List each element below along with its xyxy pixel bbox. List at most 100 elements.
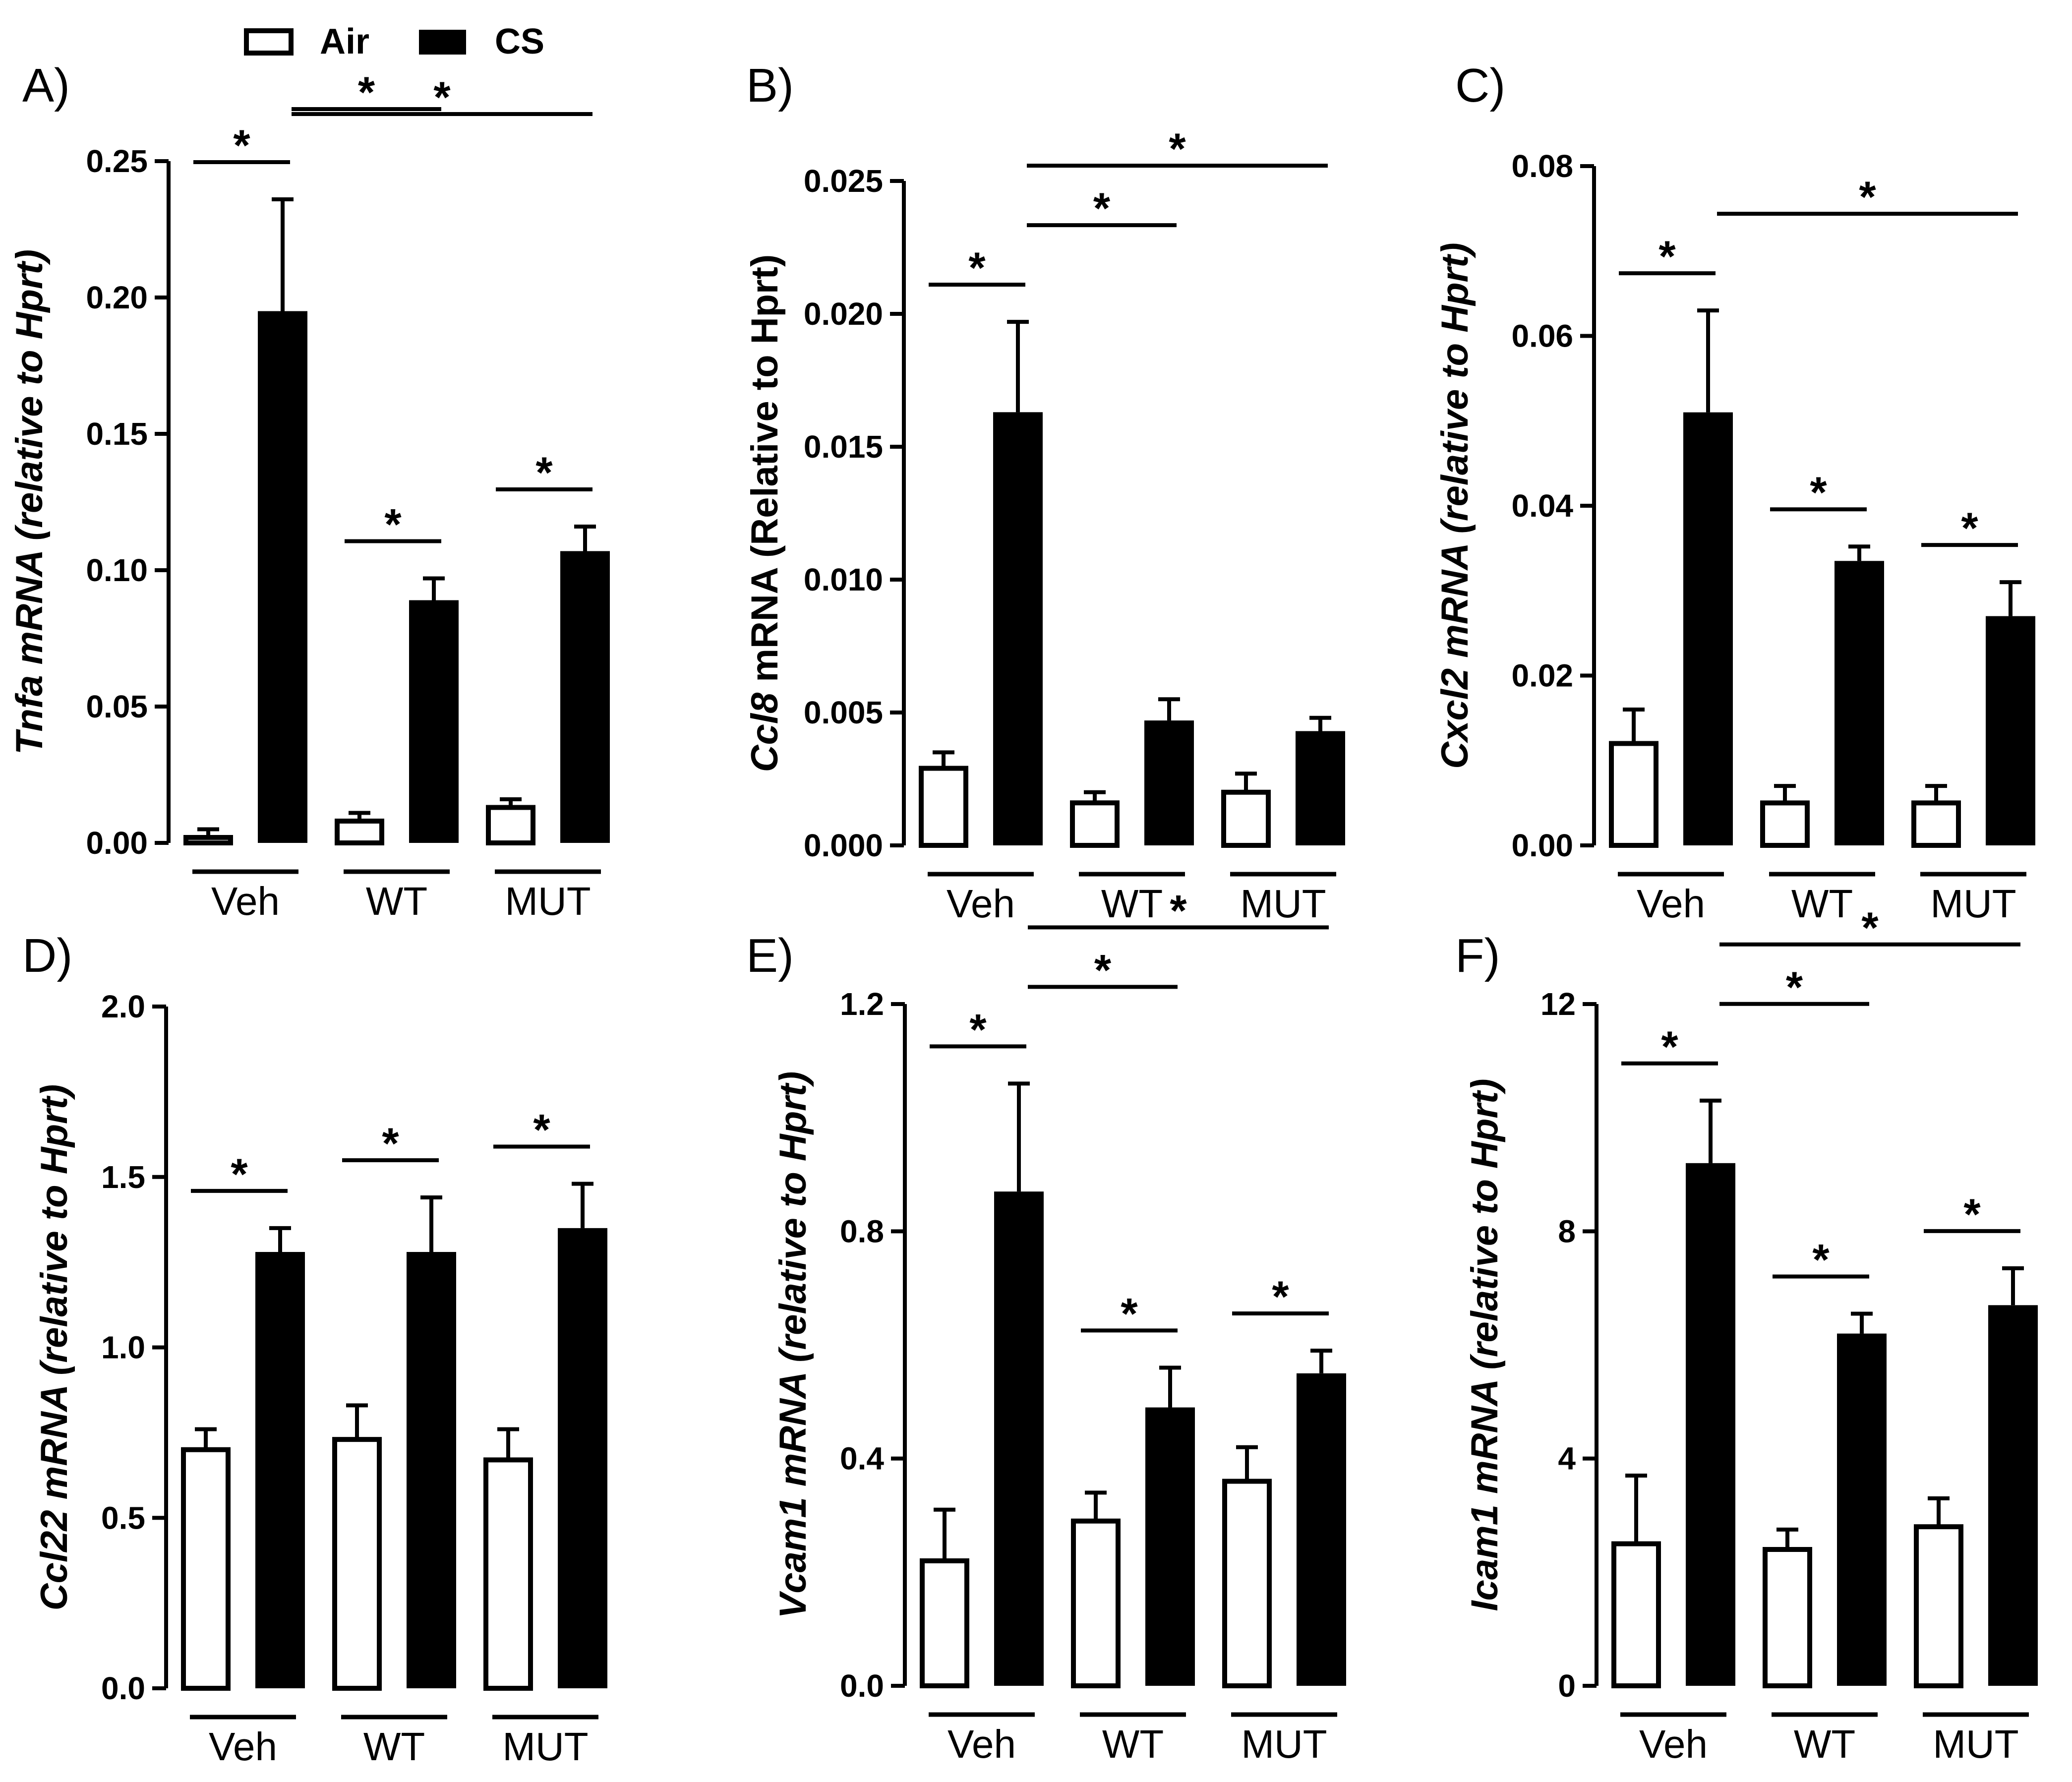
group-label-veh: Veh xyxy=(211,879,280,923)
y-tick-label: 0.025 xyxy=(804,163,883,199)
y-tick-label: 0.000 xyxy=(804,828,883,863)
bar-cs xyxy=(1296,731,1345,845)
y-tick-label: 8 xyxy=(1558,1213,1576,1249)
group-label-wt: WT xyxy=(1101,882,1163,926)
chart-panel-3: C) 0.00 0.02 0.04 0.06 0.08 Cxcl2 mRNA (relati… xyxy=(1434,59,2035,926)
significance-star: * xyxy=(1861,903,1879,952)
chart-panel-1: A) 0.00 0.05 0.10 0.15 0.20 0.25 Tnfa mRNA (rel… xyxy=(8,59,610,923)
significance-star: * xyxy=(233,120,250,170)
significance-star: * xyxy=(1661,1022,1678,1071)
significance-star: * xyxy=(1121,1289,1138,1338)
y-axis-label: Ccl22 mRNA (relative to Hprt) xyxy=(33,1084,75,1610)
group-label-veh: Veh xyxy=(947,882,1015,926)
panel-letter: B) xyxy=(746,59,794,112)
y-tick-label: 1.5 xyxy=(101,1159,145,1195)
chart-panel-6: F) 0 4 8 12 Icam1 mRNA (relative to Hprt) Veh W… xyxy=(1455,903,2038,1766)
bar-air xyxy=(335,819,384,845)
group-label-mut: MUT xyxy=(1240,882,1326,926)
significance-star: * xyxy=(1961,503,1978,552)
significance-star: * xyxy=(1658,232,1676,281)
y-tick-label: 0.020 xyxy=(804,296,883,332)
y-tick-label: 0.010 xyxy=(804,562,883,597)
y-tick-label: 0.05 xyxy=(86,689,148,724)
bar-cs xyxy=(994,1191,1044,1686)
bar-air xyxy=(183,835,233,845)
bar-cs xyxy=(560,551,610,843)
significance-star: * xyxy=(1093,183,1111,233)
y-tick-label: 0.015 xyxy=(804,429,883,465)
y-tick-label: 0.00 xyxy=(86,825,148,861)
bar-air xyxy=(1071,1518,1121,1688)
y-tick-label: 0.0 xyxy=(840,1668,884,1704)
significance-star: * xyxy=(1810,468,1827,517)
significance-star: * xyxy=(384,500,402,549)
group-label-wt: WT xyxy=(363,1724,425,1769)
bar-air xyxy=(1763,1547,1812,1688)
significance-star: * xyxy=(1272,1272,1289,1321)
legend-label-air: Air xyxy=(320,22,369,61)
y-axis-label: Ccl8 mRNA (Relative to Hprt) xyxy=(744,254,786,772)
bar-air xyxy=(1914,1524,1963,1689)
significance-star: * xyxy=(1094,945,1112,994)
bar-cs xyxy=(1835,561,1884,845)
bar-cs xyxy=(1683,412,1733,845)
significance-star: * xyxy=(231,1149,248,1198)
group-label-mut: MUT xyxy=(505,879,591,923)
panel-letter: C) xyxy=(1455,59,1505,112)
group-label-wt: WT xyxy=(1794,1722,1855,1766)
bar-air xyxy=(1611,1541,1661,1689)
group-label-wt: WT xyxy=(366,879,427,923)
significance-star: * xyxy=(968,243,986,292)
legend-label-cs: CS xyxy=(495,22,544,61)
group-label-mut: MUT xyxy=(502,1724,588,1769)
group-label-mut: MUT xyxy=(1930,882,2016,926)
significance-star: * xyxy=(358,67,375,117)
legend-swatch-cs xyxy=(419,30,466,55)
bar-air xyxy=(1760,800,1810,848)
bar-cs xyxy=(1986,616,2035,845)
y-tick-label: 0.08 xyxy=(1511,148,1573,184)
y-tick-label: 0.25 xyxy=(86,143,148,179)
chart-panel-4: D) 0.0 0.5 1.0 1.5 2.0 Ccl22 mRNA (relative to… xyxy=(22,929,607,1769)
y-tick-label: 0.04 xyxy=(1511,488,1573,524)
significance-star: * xyxy=(533,1105,550,1154)
group-label-wt: WT xyxy=(1791,882,1853,926)
significance-star: * xyxy=(1859,172,1876,221)
bar-air xyxy=(486,805,535,845)
bar-cs xyxy=(409,600,459,843)
y-tick-label: 0.10 xyxy=(86,552,148,588)
group-label-mut: MUT xyxy=(1241,1722,1327,1766)
y-tick-label: 0.20 xyxy=(86,280,148,315)
significance-star: * xyxy=(1786,962,1803,1011)
panel-letter: E) xyxy=(746,929,794,982)
y-axis-label: Vcam1 mRNA (relative to Hprt) xyxy=(772,1071,814,1619)
y-tick-label: 0.8 xyxy=(840,1213,884,1249)
bar-cs xyxy=(1686,1163,1735,1686)
chart-panel-2: B) 0.000 0.005 0.010 0.015 0.020 0.025 Ccl8 mRN… xyxy=(744,59,1345,926)
bar-air xyxy=(1222,1479,1272,1688)
y-tick-label: 4 xyxy=(1558,1441,1576,1477)
bar-air xyxy=(920,1558,969,1689)
bar-cs xyxy=(1145,1407,1195,1686)
legend-swatch-air xyxy=(244,28,294,56)
bar-cs xyxy=(1988,1305,2038,1686)
bar-cs xyxy=(1297,1373,1346,1686)
y-tick-label: 0.005 xyxy=(804,695,883,730)
group-label-wt: WT xyxy=(1102,1722,1164,1766)
bar-air xyxy=(1911,800,1961,848)
y-tick-label: 2.0 xyxy=(101,989,145,1024)
bar-air xyxy=(483,1457,533,1691)
significance-star: * xyxy=(969,1005,987,1054)
group-label-veh: Veh xyxy=(1639,1722,1708,1766)
bar-air xyxy=(1221,789,1271,848)
y-tick-label: 0.15 xyxy=(86,416,148,452)
y-axis-label: Tnfa mRNA (relative to Hprt) xyxy=(8,249,51,755)
bar-air xyxy=(332,1437,382,1691)
significance-star: * xyxy=(535,448,553,497)
y-tick-label: 1.0 xyxy=(101,1330,145,1366)
y-tick-label: 0.02 xyxy=(1511,658,1573,694)
y-tick-label: 0.5 xyxy=(101,1500,145,1536)
group-label-veh: Veh xyxy=(209,1724,277,1769)
group-label-veh: Veh xyxy=(1637,882,1705,926)
y-tick-label: 0.00 xyxy=(1511,828,1573,863)
